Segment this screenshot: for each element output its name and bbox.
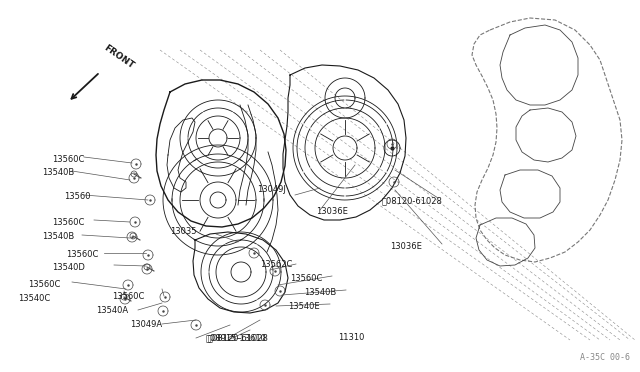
Text: 13560: 13560 [64, 192, 90, 201]
Text: 13560C: 13560C [52, 155, 84, 164]
Text: 13540B: 13540B [304, 288, 336, 297]
Text: 13562C: 13562C [260, 260, 292, 269]
Text: 13540B: 13540B [42, 232, 74, 241]
Text: 13035: 13035 [170, 227, 196, 236]
Text: Ⓜ08915-13610: Ⓜ08915-13610 [206, 333, 267, 342]
Text: 13540D: 13540D [52, 263, 85, 272]
Text: Ⓑ08120-61028: Ⓑ08120-61028 [208, 333, 269, 342]
Text: A-35C 00-6: A-35C 00-6 [580, 353, 630, 362]
Text: 13049A: 13049A [130, 320, 162, 329]
Text: FRONT: FRONT [102, 43, 136, 70]
Text: 13540A: 13540A [96, 306, 128, 315]
Text: 13049J: 13049J [257, 185, 286, 194]
Text: 13560C: 13560C [290, 274, 323, 283]
Text: 13540E: 13540E [288, 302, 319, 311]
Text: 13036E: 13036E [390, 242, 422, 251]
Text: 13540B: 13540B [42, 168, 74, 177]
Text: 13560C: 13560C [66, 250, 99, 259]
Text: 13560C: 13560C [112, 292, 145, 301]
Text: Ⓑ08120-61028: Ⓑ08120-61028 [382, 196, 443, 205]
Text: 13540C: 13540C [18, 294, 51, 303]
Text: 13560C: 13560C [52, 218, 84, 227]
Text: 13036E: 13036E [316, 207, 348, 216]
Text: 13560C: 13560C [28, 280, 60, 289]
Text: 11310: 11310 [338, 333, 364, 342]
